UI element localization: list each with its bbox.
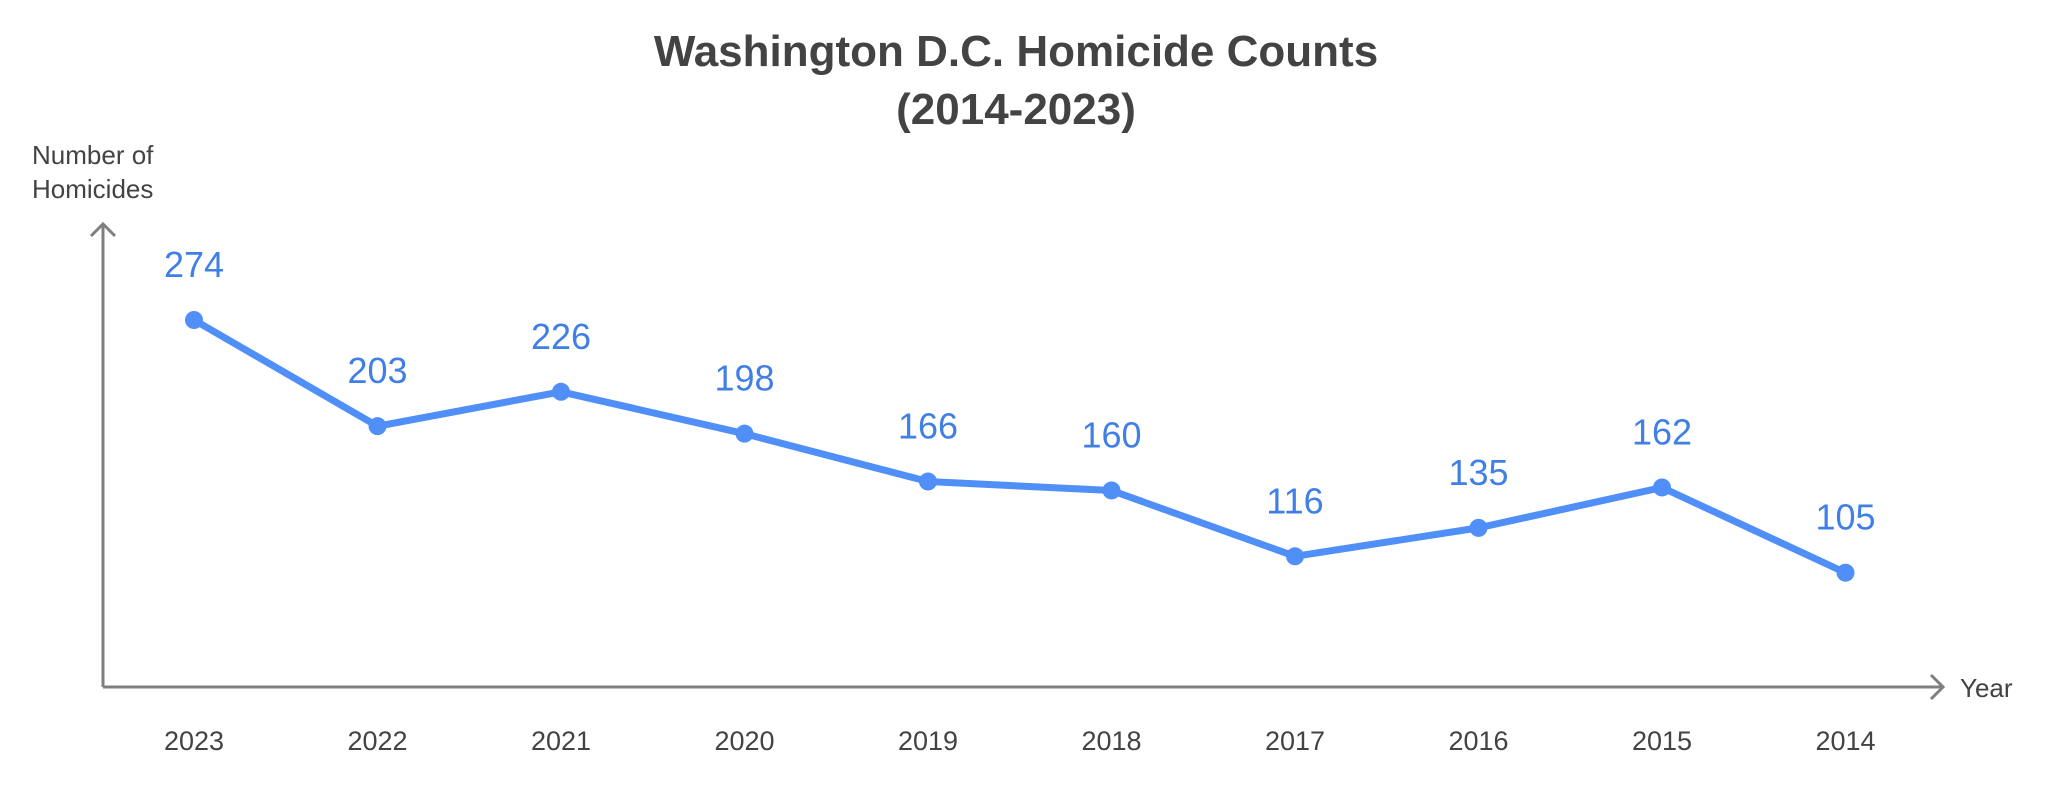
data-point-2018 bbox=[1102, 481, 1121, 500]
data-point-2022 bbox=[368, 417, 387, 436]
series-line-layer bbox=[190, 316, 1849, 577]
x-tick-labels: 2023 2022 2021 2020 2019 2018 2017 2016 2015 2014 bbox=[164, 726, 1876, 756]
data-label-2014: 105 bbox=[1815, 497, 1875, 538]
data-point-2017 bbox=[1286, 547, 1304, 566]
x-axis bbox=[103, 673, 1946, 701]
data-label-2020: 198 bbox=[714, 358, 774, 399]
x-tick-label-2014: 2014 bbox=[1815, 726, 1875, 756]
x-axis-arrowhead bbox=[1929, 673, 1946, 701]
data-label-2019: 166 bbox=[898, 406, 958, 447]
y-axis-label-line-2: Homicides bbox=[32, 174, 153, 204]
data-point-2016 bbox=[1469, 518, 1488, 537]
series-line bbox=[190, 316, 1849, 577]
data-point-2015 bbox=[1653, 478, 1671, 497]
data-label-2016: 135 bbox=[1448, 452, 1508, 493]
data-points bbox=[185, 311, 1855, 582]
data-label-2015: 162 bbox=[1632, 411, 1692, 452]
x-tick-label-2018: 2018 bbox=[1081, 726, 1141, 756]
data-point-2019 bbox=[919, 472, 937, 491]
data-point-2020 bbox=[735, 424, 754, 443]
x-tick-label-2019: 2019 bbox=[898, 726, 958, 756]
chart-title: Washington D.C. Homicide Counts bbox=[654, 27, 1378, 76]
data-point-2021 bbox=[552, 382, 570, 401]
x-tick-label-2015: 2015 bbox=[1632, 726, 1692, 756]
chart-subtitle: (2014-2023) bbox=[896, 85, 1136, 134]
x-axis-label: Year bbox=[1960, 673, 2013, 703]
data-label-2022: 203 bbox=[347, 350, 407, 391]
data-point-2023 bbox=[185, 311, 203, 329]
x-tick-label-2020: 2020 bbox=[714, 726, 774, 756]
data-label-2018: 160 bbox=[1081, 414, 1141, 455]
x-tick-label-2023: 2023 bbox=[164, 726, 224, 756]
data-label-2017: 116 bbox=[1266, 480, 1323, 521]
data-label-2021: 226 bbox=[531, 316, 591, 357]
y-axis bbox=[89, 221, 117, 687]
data-point-2014 bbox=[1836, 563, 1855, 582]
y-axis-label-line-1: Number of bbox=[32, 140, 154, 170]
x-tick-label-2022: 2022 bbox=[347, 726, 407, 756]
y-axis-arrowhead bbox=[89, 221, 117, 238]
data-label-2023: 274 bbox=[164, 244, 224, 285]
data-labels: 274 203 226 198 166 160 116 135 162 105 bbox=[164, 244, 1876, 538]
x-tick-label-2017: 2017 bbox=[1265, 726, 1325, 756]
x-tick-label-2016: 2016 bbox=[1448, 726, 1508, 756]
x-tick-label-2021: 2021 bbox=[531, 726, 591, 756]
